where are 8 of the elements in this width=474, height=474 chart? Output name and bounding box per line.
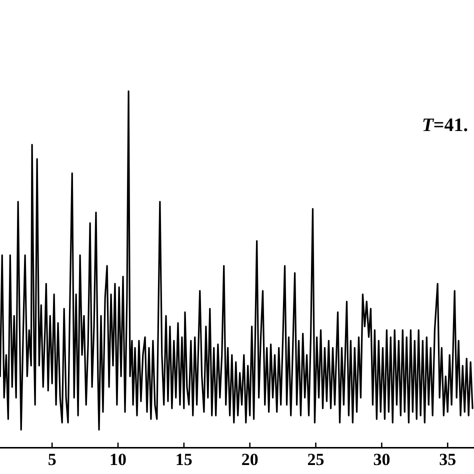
x-tick-label: 10 (110, 450, 127, 470)
annotation: T=41. (422, 114, 468, 136)
x-tick-label: 20 (241, 450, 258, 470)
x-tick-label: 15 (175, 450, 192, 470)
x-tick-label: 30 (373, 450, 390, 470)
x-tick-label: 35 (439, 450, 456, 470)
x-tick-label: 5 (48, 450, 56, 470)
x-tick-label: 25 (307, 450, 324, 470)
